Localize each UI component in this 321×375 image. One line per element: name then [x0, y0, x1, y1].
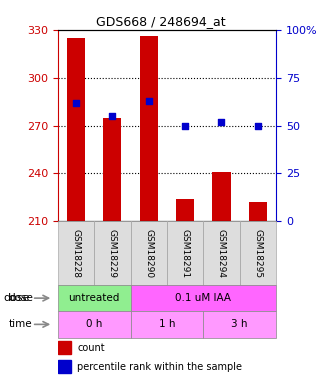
- FancyBboxPatch shape: [203, 221, 240, 285]
- Text: count: count: [77, 343, 105, 353]
- Text: GSM18295: GSM18295: [253, 228, 262, 278]
- FancyBboxPatch shape: [203, 311, 276, 338]
- Point: [110, 113, 115, 119]
- Point: [74, 100, 79, 106]
- Text: untreated: untreated: [68, 293, 120, 303]
- Point: [146, 98, 151, 104]
- Bar: [58, 360, 71, 373]
- Text: GSM18294: GSM18294: [217, 229, 226, 278]
- Text: percentile rank within the sample: percentile rank within the sample: [77, 362, 242, 372]
- FancyBboxPatch shape: [58, 311, 131, 338]
- Text: dose: dose: [9, 293, 33, 303]
- Text: GSM18229: GSM18229: [108, 229, 117, 278]
- Text: GSM18291: GSM18291: [181, 228, 190, 278]
- FancyBboxPatch shape: [131, 221, 167, 285]
- Bar: [58, 341, 71, 354]
- Bar: [103, 118, 121, 221]
- Bar: [140, 36, 158, 221]
- Point: [183, 123, 188, 129]
- FancyBboxPatch shape: [131, 285, 276, 311]
- Bar: [176, 199, 194, 221]
- Text: GDS668 / 248694_at: GDS668 / 248694_at: [96, 15, 225, 28]
- Text: GSM18228: GSM18228: [72, 229, 81, 278]
- Point: [255, 123, 260, 129]
- Text: dose: dose: [3, 293, 30, 303]
- Text: 0.1 uM IAA: 0.1 uM IAA: [175, 293, 231, 303]
- Text: 0 h: 0 h: [86, 320, 102, 329]
- FancyBboxPatch shape: [58, 285, 131, 311]
- Bar: [249, 202, 267, 221]
- Point: [219, 119, 224, 125]
- FancyBboxPatch shape: [131, 311, 203, 338]
- Text: 1 h: 1 h: [159, 320, 175, 329]
- Bar: [67, 38, 85, 221]
- FancyBboxPatch shape: [58, 221, 94, 285]
- FancyBboxPatch shape: [94, 221, 131, 285]
- FancyBboxPatch shape: [167, 221, 203, 285]
- Text: 3 h: 3 h: [231, 320, 248, 329]
- Bar: [213, 172, 230, 221]
- Text: GSM18290: GSM18290: [144, 228, 153, 278]
- FancyBboxPatch shape: [240, 221, 276, 285]
- Text: time: time: [9, 320, 32, 329]
